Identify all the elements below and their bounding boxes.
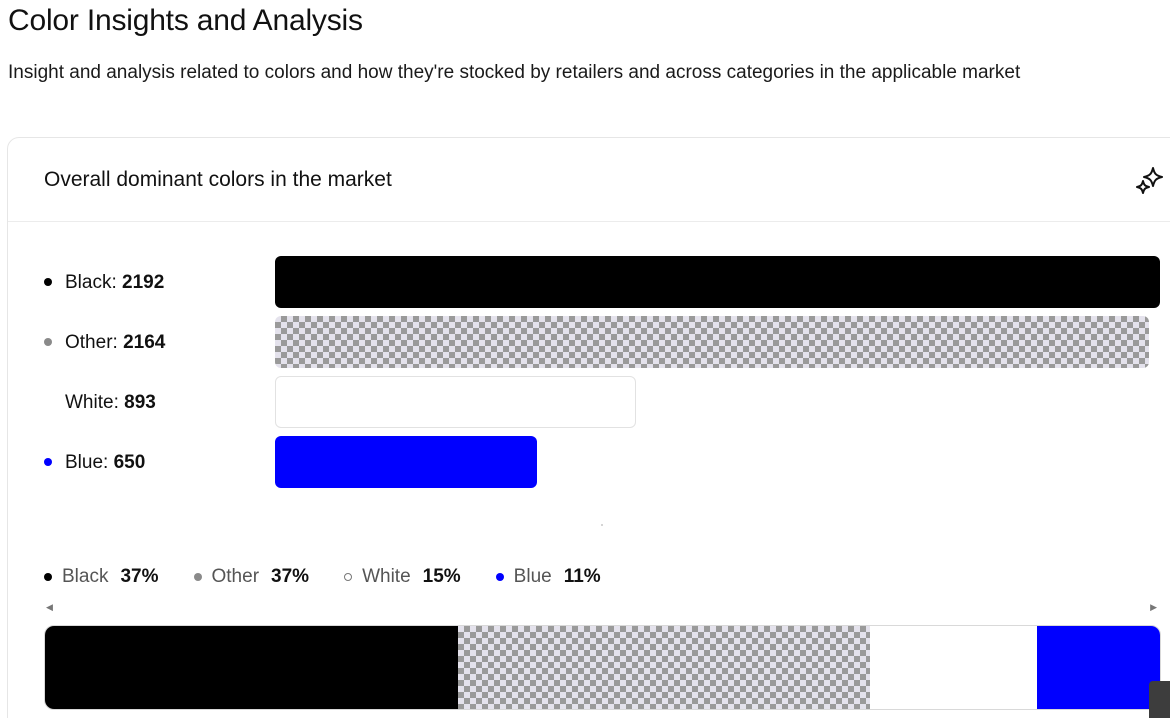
- legend-percent: 37%: [120, 566, 159, 587]
- legend-name: Black: [62, 566, 109, 587]
- legend-percent: 37%: [271, 566, 310, 587]
- stack-segment-other[interactable]: [457, 626, 871, 709]
- card-header: Overall dominant colors in the market: [8, 138, 1170, 222]
- legend-name: Other: [211, 566, 260, 587]
- arrow-right-icon[interactable]: ▶: [1150, 602, 1157, 612]
- legend-percent: 11%: [563, 566, 601, 587]
- legend-percent: 15%: [422, 566, 461, 587]
- legend-dot: [344, 573, 353, 581]
- legend-item-black[interactable]: Black 37%: [44, 566, 159, 588]
- bar-label-value: 893: [124, 392, 156, 413]
- chart-legend: Black 37% Other 37% White 15% Blue 11%: [44, 564, 636, 590]
- bar-label: Blue: 650: [65, 452, 145, 474]
- legend-dot: [44, 573, 52, 581]
- legend-dot: [193, 573, 202, 581]
- sparkle-icon[interactable]: [1132, 162, 1168, 198]
- bar-label-name: White:: [65, 392, 125, 413]
- bar-label-value: 2164: [123, 332, 166, 353]
- bar-black[interactable]: [275, 256, 1160, 308]
- bar-label-name: Blue:: [65, 452, 114, 473]
- card-title: Overall dominant colors in the market: [44, 168, 392, 191]
- legend-dot: [44, 278, 52, 286]
- bar-label: Other: 2164: [65, 332, 165, 354]
- loading-dot: [601, 524, 603, 526]
- arrow-left-icon[interactable]: ◀: [46, 602, 53, 612]
- page-subtitle: Insight and analysis related to colors a…: [8, 62, 1021, 83]
- legend-dot: [495, 573, 504, 581]
- bar-label: Black: 2192: [65, 272, 164, 294]
- bar-other[interactable]: [275, 316, 1149, 368]
- bar-label-name: Black:: [65, 272, 123, 293]
- bar-white[interactable]: [275, 376, 636, 428]
- stack-segment-blue[interactable]: [1037, 626, 1160, 709]
- stack-segment-black[interactable]: [45, 626, 458, 709]
- bar-blue[interactable]: [275, 436, 537, 488]
- legend-dot: [44, 458, 52, 466]
- resize-handle[interactable]: [1149, 681, 1170, 718]
- bar-label: White: 893: [65, 392, 156, 414]
- bar-label-value: 650: [113, 452, 146, 473]
- legend-dot: [44, 338, 52, 346]
- legend-name: Blue: [513, 566, 552, 587]
- legend-name: White: [362, 566, 411, 587]
- stacked-percentage-bar: [44, 625, 1161, 710]
- legend-item-other[interactable]: Other 37%: [193, 566, 310, 588]
- stack-segment-white[interactable]: [870, 626, 1038, 709]
- page-title: Color Insights and Analysis: [8, 4, 363, 37]
- legend-item-white[interactable]: White 15%: [344, 566, 461, 588]
- legend-item-blue[interactable]: Blue 11%: [495, 566, 601, 588]
- bar-label-value: 2192: [122, 272, 165, 293]
- horizontal-scrollbar[interactable]: ◀ ▶: [44, 600, 1161, 616]
- bar-label-name: Other:: [65, 332, 124, 353]
